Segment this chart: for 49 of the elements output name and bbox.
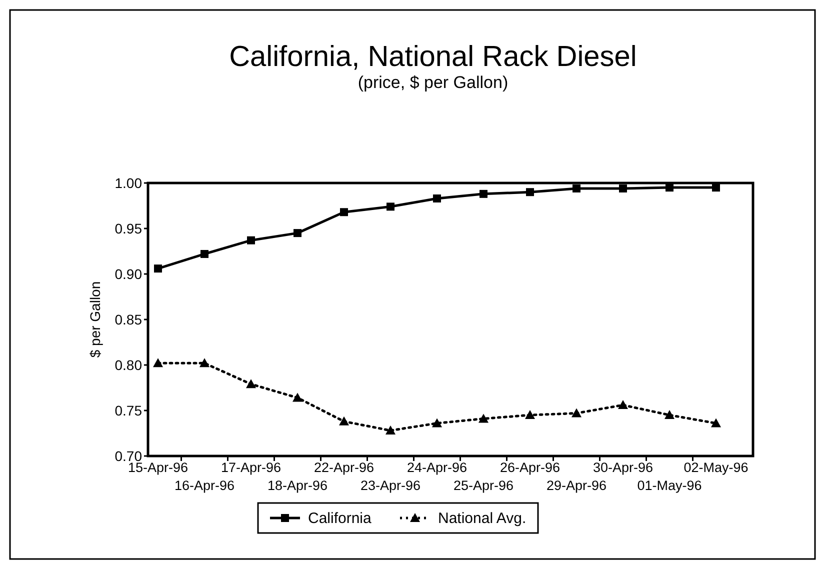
x-tick-label: 18-Apr-96: [267, 478, 328, 493]
y-tick-label: 0.75: [114, 402, 142, 418]
x-tick-label: 16-Apr-96: [174, 478, 235, 493]
x-tick-label: 26-Apr-96: [500, 460, 560, 475]
point: [572, 184, 580, 192]
point: [666, 184, 674, 192]
point: [246, 379, 256, 388]
point: [711, 418, 721, 428]
x-tick-label: 30-Apr-96: [592, 460, 654, 475]
point: [433, 194, 441, 202]
point: [154, 264, 162, 273]
point: [386, 426, 396, 435]
point: [340, 208, 348, 216]
point: [386, 202, 394, 211]
point: [664, 410, 674, 420]
x-tick-label: 17-Apr-96: [220, 460, 282, 475]
point: [618, 400, 628, 410]
point: [480, 190, 488, 198]
x-tick-label: 29-Apr-96: [546, 478, 607, 493]
point: [339, 416, 349, 426]
x-tick-label: 22-Apr-96: [314, 460, 374, 475]
point: [619, 184, 627, 192]
y-tick-label: 0.95: [114, 220, 142, 236]
point: [572, 408, 582, 418]
x-tick-label: 25-Apr-96: [453, 478, 514, 493]
x-tick-label: 02-May-96: [684, 460, 748, 475]
x-tick-label: 01-May-96: [637, 478, 702, 493]
y-tick-label: 0.90: [114, 266, 142, 282]
point: [200, 358, 210, 368]
point: [712, 184, 720, 192]
point: [478, 414, 488, 423]
legend-label: California: [308, 510, 372, 527]
y-tick-label: 1.00: [114, 175, 142, 191]
legend-label: National Avg.: [438, 510, 526, 527]
point: [153, 358, 163, 368]
point: [525, 410, 535, 420]
point: [432, 418, 442, 428]
chart-title: California, National Rack Diesel: [229, 41, 637, 73]
point: [526, 188, 534, 196]
y-tick-label: 0.80: [114, 357, 142, 373]
point: [292, 392, 302, 402]
y-tick-label: 0.85: [114, 312, 142, 328]
point: [294, 229, 302, 238]
point: [200, 250, 208, 258]
x-tick-label: 24-Apr-96: [406, 460, 468, 475]
x-tick-label: 23-Apr-96: [360, 478, 421, 493]
chart-subtitle: (price, $ per Gallon): [358, 73, 508, 92]
y-axis-title: $ per Gallon: [87, 281, 103, 358]
point: [247, 236, 255, 244]
